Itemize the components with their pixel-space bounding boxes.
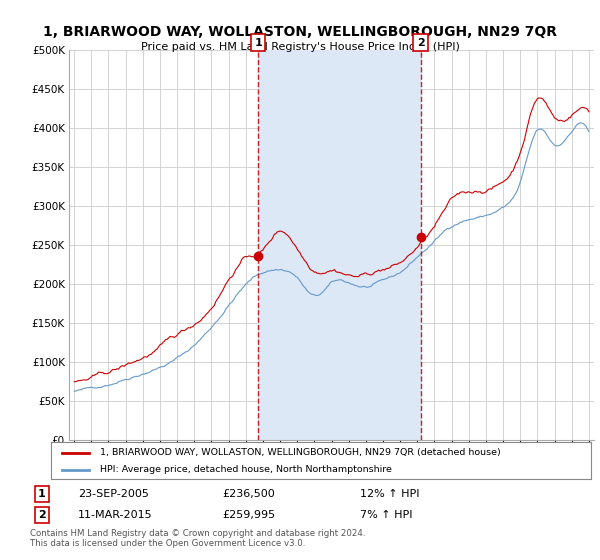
Text: 11-MAR-2015: 11-MAR-2015 — [78, 510, 152, 520]
Text: 23-SEP-2005: 23-SEP-2005 — [78, 489, 149, 499]
Text: 1: 1 — [38, 489, 46, 499]
Bar — [258, 50, 421, 440]
Text: HPI: Average price, detached house, North Northamptonshire: HPI: Average price, detached house, Nort… — [100, 465, 391, 474]
Text: 1: 1 — [254, 38, 262, 48]
Text: £236,500: £236,500 — [222, 489, 275, 499]
Text: 1, BRIARWOOD WAY, WOLLASTON, WELLINGBOROUGH, NN29 7QR: 1, BRIARWOOD WAY, WOLLASTON, WELLINGBORO… — [43, 25, 557, 39]
Text: Price paid vs. HM Land Registry's House Price Index (HPI): Price paid vs. HM Land Registry's House … — [140, 42, 460, 52]
Text: £259,995: £259,995 — [222, 510, 275, 520]
Text: 7% ↑ HPI: 7% ↑ HPI — [360, 510, 413, 520]
Text: 1, BRIARWOOD WAY, WOLLASTON, WELLINGBOROUGH, NN29 7QR (detached house): 1, BRIARWOOD WAY, WOLLASTON, WELLINGBORO… — [100, 448, 500, 457]
Text: 12% ↑ HPI: 12% ↑ HPI — [360, 489, 419, 499]
Text: 2: 2 — [38, 510, 46, 520]
Text: 2: 2 — [416, 38, 424, 48]
Text: Contains HM Land Registry data © Crown copyright and database right 2024.
This d: Contains HM Land Registry data © Crown c… — [30, 529, 365, 548]
